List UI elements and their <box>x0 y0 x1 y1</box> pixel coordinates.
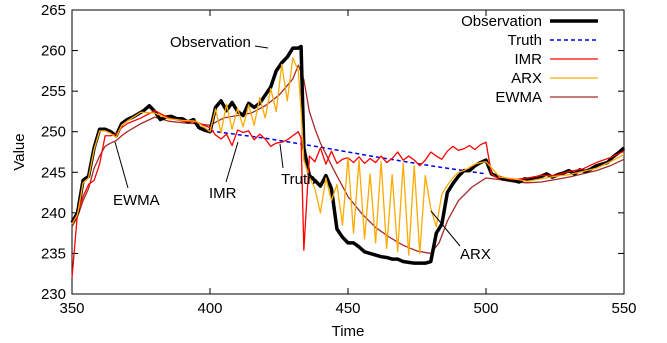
x-tick-label: 550 <box>611 300 636 317</box>
x-tick-label: 400 <box>197 300 222 317</box>
annotation-observation: Observation <box>170 34 251 51</box>
series-line-truth <box>209 130 487 175</box>
legend: Observation Truth IMR ARX EWMA <box>461 13 598 106</box>
legend-label-ewma: EWMA <box>495 89 542 106</box>
annotation-leader <box>430 210 461 247</box>
annotation-leader <box>254 45 269 49</box>
annotation-leader <box>114 141 129 189</box>
legend-label-arx: ARX <box>511 70 542 87</box>
annotations: Observation IMR Truth EWMA ARX <box>113 34 491 263</box>
legend-label-imr: IMR <box>515 51 543 68</box>
y-tick-label: 250 <box>41 124 66 141</box>
annotation-ewma: EWMA <box>113 192 160 209</box>
annotation-leader <box>225 141 239 183</box>
y-tick-label: 265 <box>41 2 66 19</box>
legend-label-observation: Observation <box>461 13 542 30</box>
y-tick-label: 255 <box>41 83 66 100</box>
y-tick-label: 230 <box>41 286 66 303</box>
axes: 350 400 450 500 550 230 235 240 245 250 255 260 265 T… <box>11 2 637 340</box>
series-lines <box>70 44 626 278</box>
y-tick-label: 260 <box>41 43 66 60</box>
series-line-arx <box>71 57 625 256</box>
y-tick-label: 245 <box>41 164 66 181</box>
x-axis-label: Time <box>332 323 365 340</box>
legend-label-truth: Truth <box>508 32 542 49</box>
annotation-leader <box>279 143 284 169</box>
annotation-truth: Truth <box>281 171 315 188</box>
y-axis-label: Value <box>11 133 28 170</box>
x-tick-label: 350 <box>59 300 84 317</box>
x-tick-label: 500 <box>473 300 498 317</box>
y-tick-label: 240 <box>41 205 66 222</box>
annotation-imr: IMR <box>209 185 237 202</box>
x-tick-label: 450 <box>335 300 360 317</box>
annotation-arx: ARX <box>460 246 491 263</box>
y-tick-label: 235 <box>41 245 66 262</box>
